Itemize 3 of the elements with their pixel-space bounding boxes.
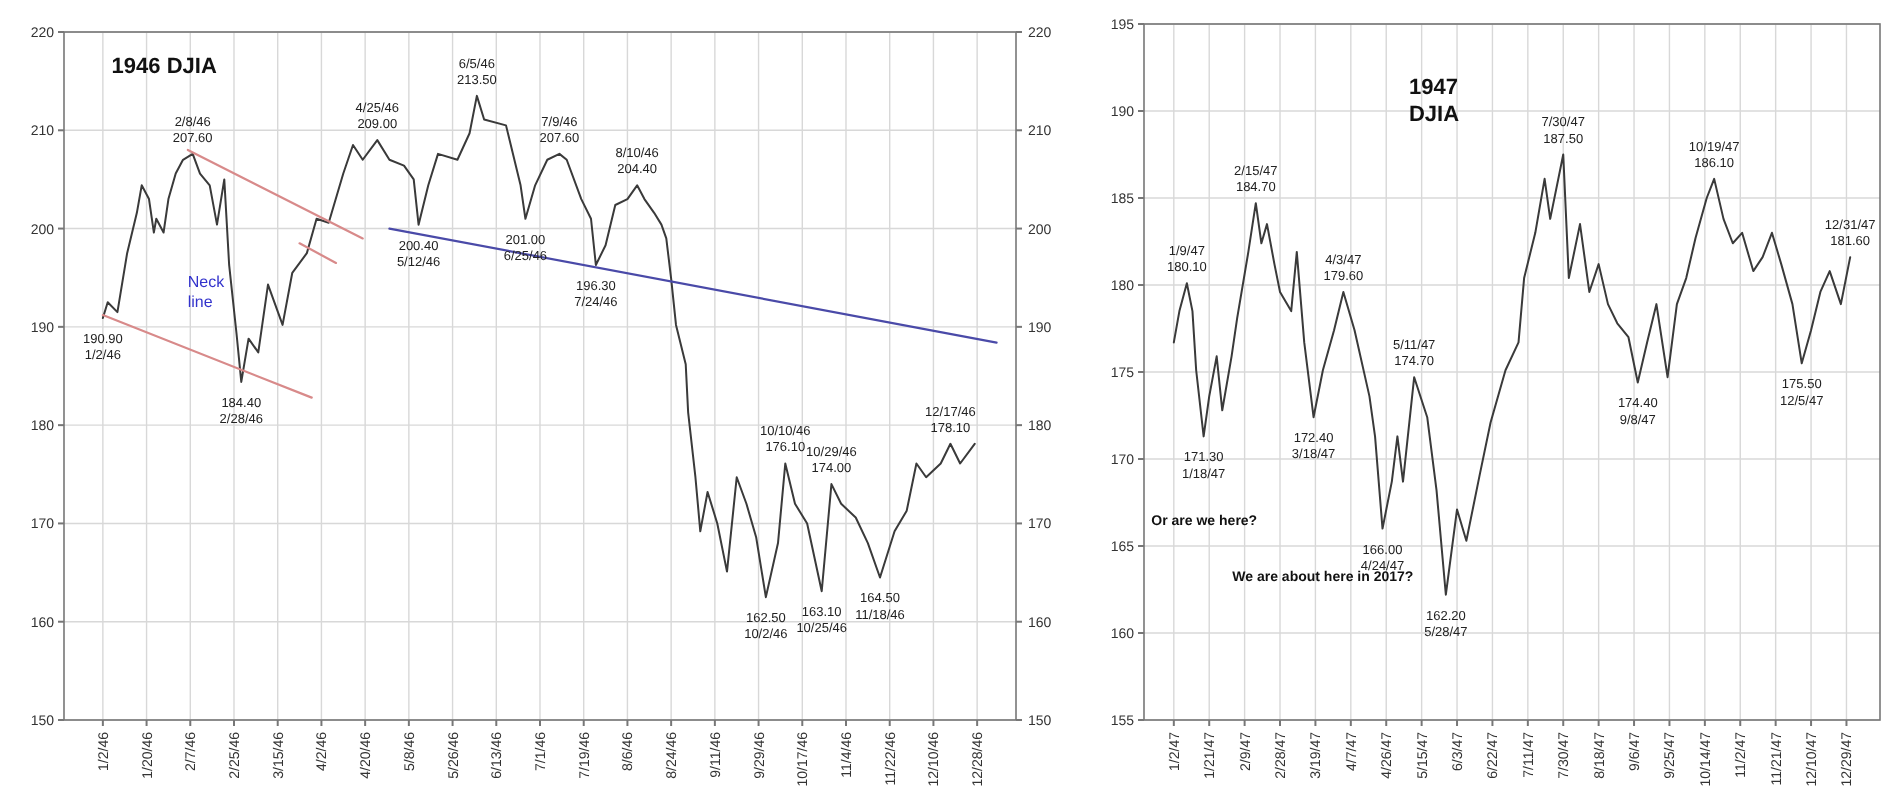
text: 1946 DJIA bbox=[111, 55, 217, 80]
text: 1947 DJIA bbox=[1408, 75, 1460, 128]
annotation: Neck line bbox=[187, 272, 227, 311]
